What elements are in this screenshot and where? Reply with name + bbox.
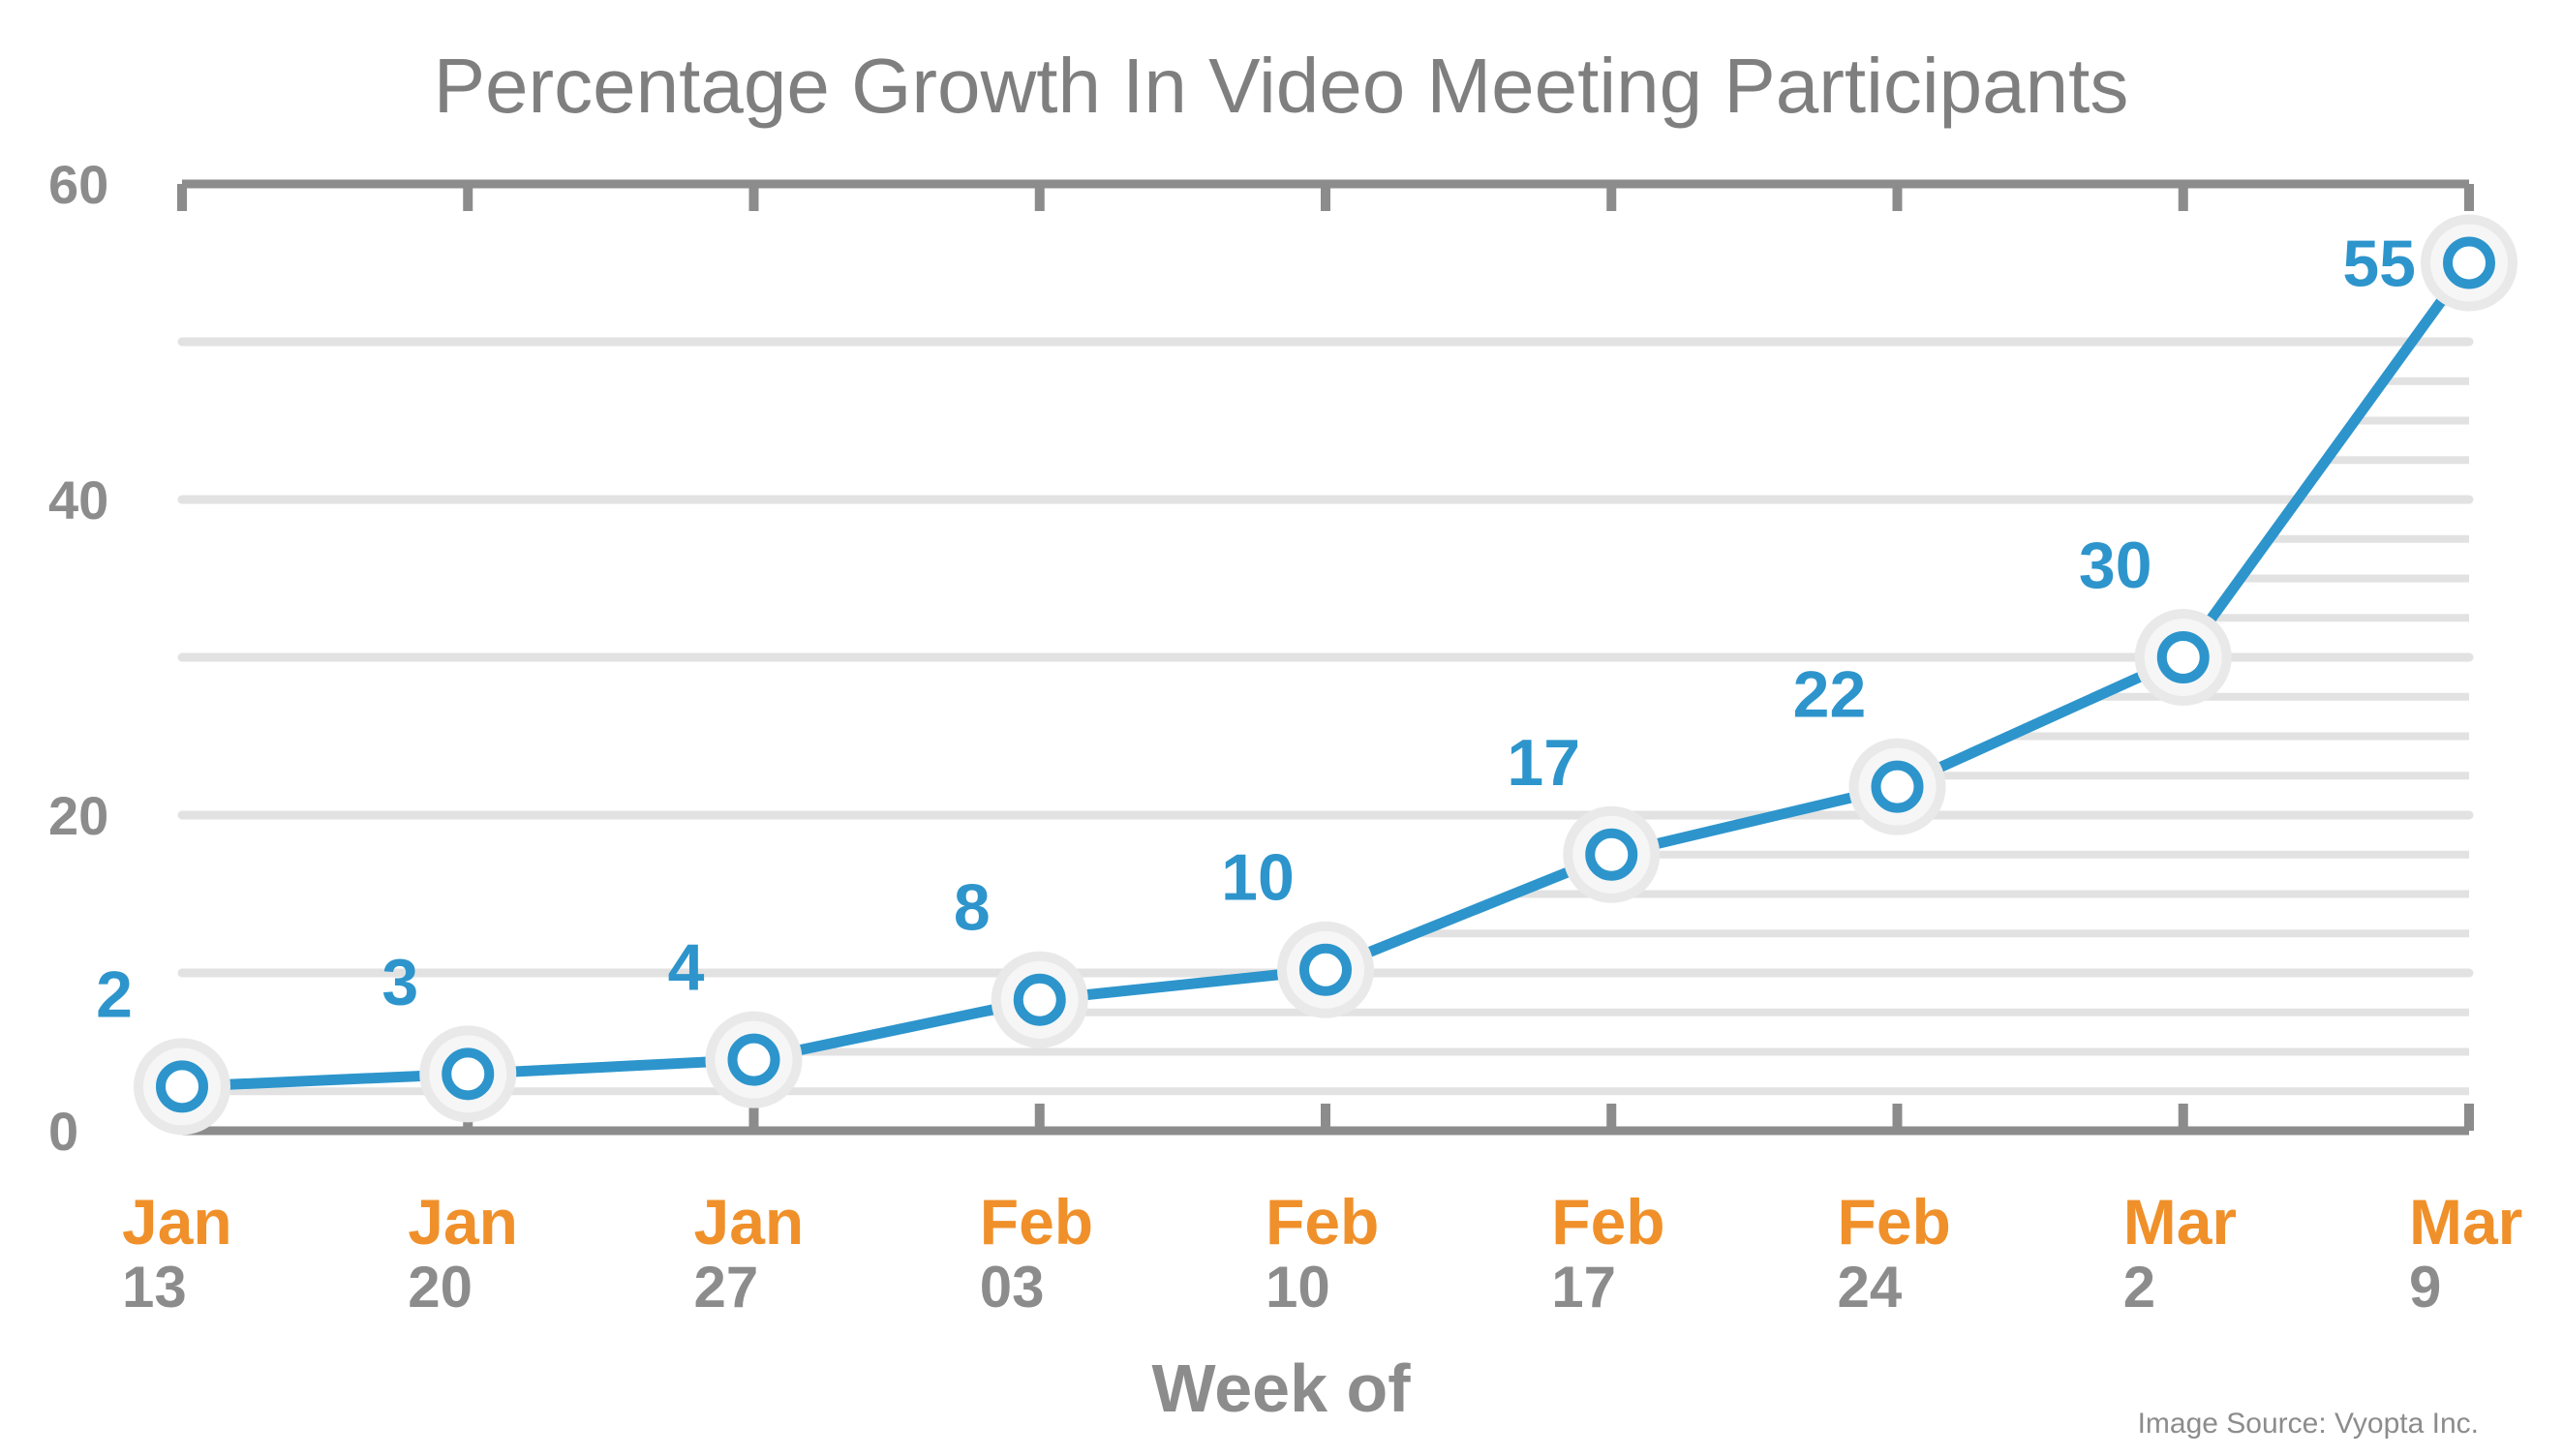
image-source-note: Image Source: Vyopta Inc.	[2138, 1408, 2479, 1440]
x-axis-title: Week of	[1151, 1350, 1411, 1426]
x-tick-month: Mar	[2123, 1186, 2237, 1258]
gridlines	[177, 337, 2474, 978]
x-tick-month: Jan	[408, 1186, 518, 1258]
data-label: 30	[2079, 529, 2152, 602]
data-label: 10	[1221, 841, 1295, 915]
x-tick-day: 27	[694, 1255, 759, 1320]
x-tick-day: 20	[408, 1255, 473, 1320]
data-point	[442, 1047, 495, 1101]
x-tick-day: 03	[980, 1255, 1045, 1320]
axes	[177, 179, 2474, 1136]
x-tick-day: 2	[2123, 1255, 2155, 1320]
x-tick-month: Feb	[1838, 1186, 1951, 1258]
data-point	[1585, 828, 1638, 881]
y-tick-label: 60	[48, 154, 108, 215]
x-tick-day: 13	[122, 1255, 187, 1320]
data-label: 55	[2342, 228, 2416, 301]
x-tick-day: 9	[2409, 1255, 2441, 1320]
data-label: 4	[668, 931, 705, 1005]
data-point	[1299, 943, 1352, 996]
x-tick-month: Mar	[2409, 1186, 2522, 1258]
y-tick-label: 20	[48, 785, 108, 846]
chart-title: Percentage Growth In Video Meeting Parti…	[434, 43, 2129, 129]
x-tick-day: 24	[1838, 1255, 1903, 1320]
data-point	[727, 1033, 780, 1086]
data-label: 8	[954, 871, 991, 945]
data-labels: 2 3 4 8 10 17 22 30 55	[96, 228, 2416, 1032]
x-tick-month: Jan	[694, 1186, 805, 1258]
data-label: 22	[1793, 658, 1867, 732]
data-label: 17	[1507, 726, 1580, 800]
x-tick-day: 17	[1551, 1255, 1616, 1320]
x-tick-month: Feb	[1266, 1186, 1379, 1258]
data-point	[1871, 760, 1924, 813]
data-point	[2443, 236, 2495, 289]
x-axis-ticks: Jan13Jan20Jan27Feb03Feb10Feb17Feb24Mar2M…	[122, 1186, 2522, 1320]
x-tick-month: Jan	[122, 1186, 232, 1258]
y-tick-label: 40	[48, 470, 108, 531]
x-tick-day: 10	[1266, 1255, 1330, 1320]
series-line	[134, 214, 2517, 1136]
data-point	[156, 1060, 208, 1113]
data-label: 2	[96, 957, 133, 1031]
y-axis-ticks: 0 20 40 60	[48, 154, 108, 1162]
x-tick-month: Feb	[980, 1186, 1093, 1258]
data-point	[2156, 631, 2210, 683]
x-tick-month: Feb	[1551, 1186, 1664, 1258]
y-tick-label: 0	[48, 1101, 78, 1162]
data-label: 3	[381, 945, 418, 1018]
data-point	[1013, 973, 1066, 1026]
